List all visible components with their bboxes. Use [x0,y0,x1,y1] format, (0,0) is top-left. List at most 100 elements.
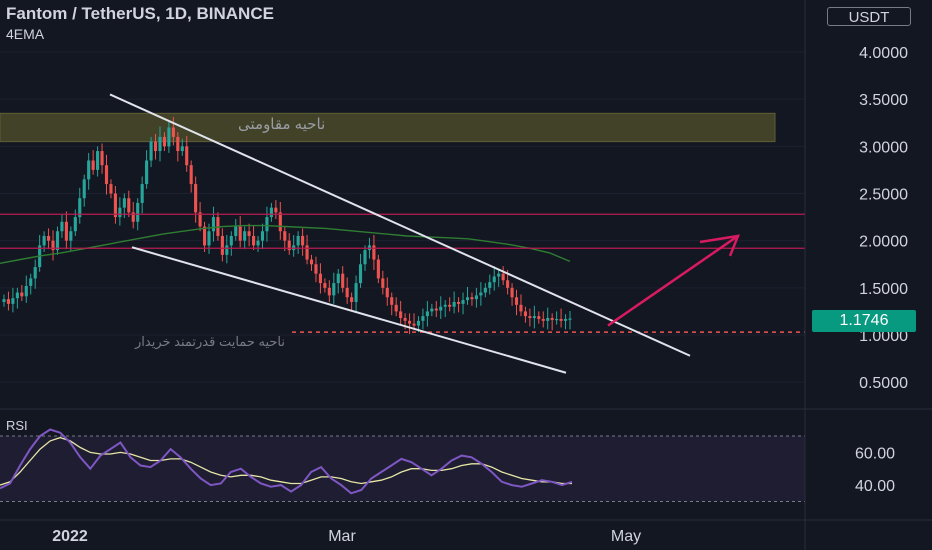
price-tick-label: 3.5000 [859,92,908,109]
candle-body [412,323,416,326]
candle-body [336,273,340,284]
candle-body [532,316,536,319]
candle-body [2,299,6,302]
candle-body [122,198,126,208]
candle-body [100,151,104,166]
rsi-line [0,428,573,495]
candle-body [269,207,273,218]
drawing-layer [0,93,805,374]
candle-body [555,318,559,321]
candle-body [256,240,260,246]
candle-body [479,292,483,296]
candle-body [537,316,541,319]
candle-body [247,231,251,236]
candle-body [69,231,73,241]
candle-body [296,235,300,246]
candle-body [51,240,55,251]
indicator-label[interactable]: 4EMA [6,26,45,42]
candle-body [563,318,568,321]
candle-body [474,295,478,300]
price-grid [0,51,805,383]
candle-body [11,298,15,304]
candle-body [394,304,398,312]
candle-body [443,304,447,307]
candle-body [136,202,140,222]
candle-body [96,151,100,170]
resistance-zone [0,112,776,143]
candle-body [140,184,144,203]
candle-body [559,318,563,321]
candle-body [403,318,407,321]
candle-body [229,235,233,246]
candle-body [78,198,82,218]
price-tick-label: 3.0000 [859,139,908,156]
rsi-label[interactable]: RSI [6,418,28,433]
candle-body [568,318,572,320]
candle-body [64,221,68,241]
candle-body [82,179,86,199]
candle-body [358,264,363,284]
candle-body [158,136,162,152]
forecast-arrow-line [607,234,739,327]
candle-body [167,127,171,147]
time-tick-label: May [611,528,641,545]
candle-body [305,245,309,260]
candle-body [42,235,46,246]
candle-body [234,226,238,236]
candle-body [345,287,349,298]
candle-body [278,212,282,232]
candle-body [91,160,95,170]
ema-line [0,224,571,264]
candle-body [24,285,28,297]
candle-body [407,320,412,324]
ema-layer [0,224,571,264]
candle-body [131,212,135,222]
candle-body [87,160,91,180]
candle-body [113,193,117,218]
candle-body [390,297,394,305]
candle-body [171,127,175,137]
candle-body [448,304,452,307]
candle-body [452,301,456,307]
candle-body [185,146,189,166]
candle-body [287,240,291,251]
upper-trendline [109,93,691,357]
candle-body [523,311,527,317]
candle-body [501,273,505,281]
support-zone-label: ناحیه حمایت قدرتمند خریدار [135,334,285,349]
candle-body [15,292,19,299]
candle-body [354,283,358,302]
candle-body [211,217,216,232]
candle-body [416,320,421,326]
resistance-zone-label: ناحیه مقاومتی [238,116,326,133]
candle-body [318,273,322,284]
candle-body [189,165,193,185]
candle-body [506,280,510,288]
candle-body [243,231,247,241]
candle-body [550,318,554,320]
candle-body [514,297,519,305]
candle-body [265,217,269,232]
candle-body [430,308,434,312]
candle-body [327,287,331,296]
candle-body [488,282,492,288]
candle-body [153,141,158,152]
price-tick-label: 1.0000 [859,328,908,345]
candle-body [60,221,64,232]
chart-title: Fantom / TetherUS, 1D, BINANCE [6,4,274,23]
time-tick-label: Mar [328,528,356,545]
candle-body [519,304,523,312]
candle-body [497,273,501,277]
candle-body [510,287,514,298]
price-tick-label: 1.5000 [859,281,908,298]
candle-body [145,160,149,185]
candle-body [483,287,487,293]
candle-body [33,267,37,279]
candle-body [546,318,550,321]
currency-unit[interactable]: USDT [827,7,911,26]
candle-body [149,141,153,161]
candle-body [425,311,429,317]
